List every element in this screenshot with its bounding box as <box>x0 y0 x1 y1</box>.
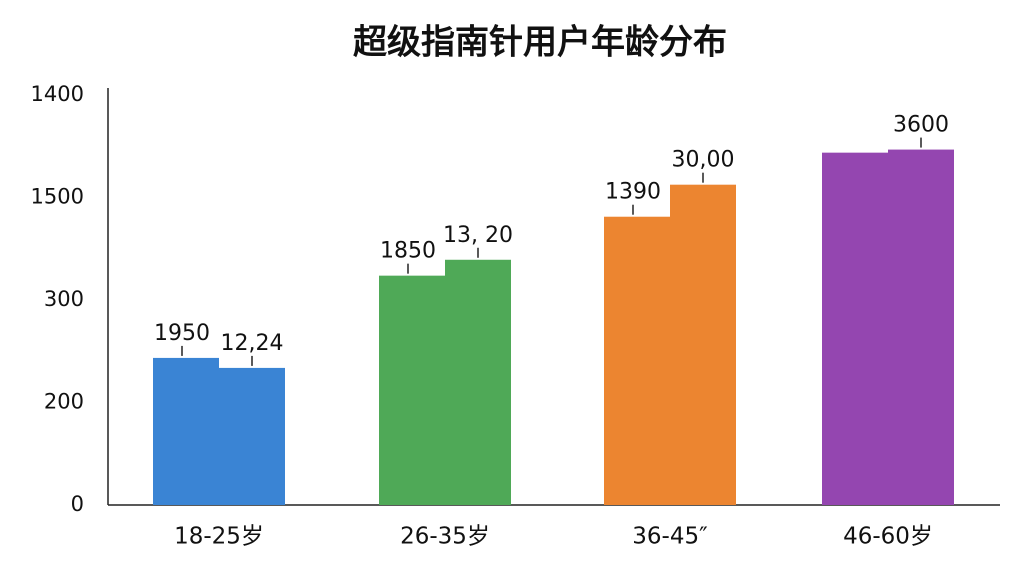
x-tick-label: 18-25岁 <box>174 524 264 550</box>
data-label: 1850 <box>380 239 436 264</box>
bar <box>153 357 219 505</box>
y-tick-label: 1400 <box>31 82 84 106</box>
bar <box>822 152 888 505</box>
y-tick-label: 1500 <box>31 185 84 209</box>
bar <box>604 216 670 505</box>
x-tick-label: 46-60岁 <box>843 524 933 550</box>
bar <box>379 275 445 505</box>
bar <box>670 184 736 505</box>
bar <box>888 149 954 506</box>
bar <box>219 367 285 505</box>
data-label: 30,00 <box>672 148 735 173</box>
y-tick-label: 0 <box>71 492 84 516</box>
x-tick-label: 26-35岁 <box>400 524 490 550</box>
data-label: 1950 <box>154 321 210 346</box>
y-tick-label: 300 <box>44 287 84 311</box>
chart-title: 超级指南针用户年龄分布 <box>353 23 727 63</box>
x-tick-label: 36-45″ <box>632 524 708 550</box>
data-label: 1390 <box>605 180 661 205</box>
data-label: 12,24 <box>221 331 284 356</box>
bar <box>445 259 511 505</box>
data-label: 3600 <box>893 113 949 138</box>
data-label: 13, 20 <box>443 223 513 248</box>
y-tick-label: 200 <box>44 390 84 414</box>
